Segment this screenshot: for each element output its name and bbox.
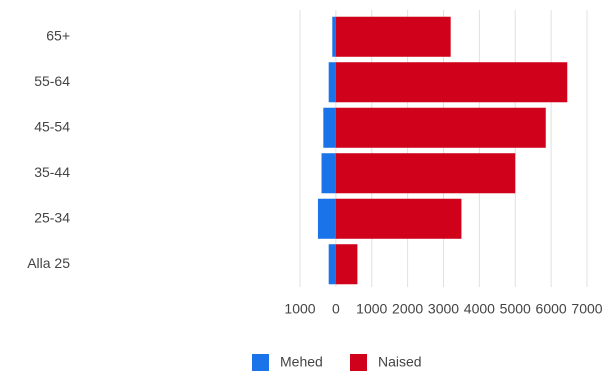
x-tick-label: 2000	[392, 301, 423, 317]
bar	[328, 244, 336, 285]
x-tick-label: 1000	[284, 301, 315, 317]
x-tick-label: 6000	[536, 301, 567, 317]
bar	[332, 16, 336, 57]
bar	[321, 153, 336, 194]
y-tick-label: 35-44	[34, 164, 70, 180]
bar	[335, 244, 358, 285]
legend-swatch	[252, 354, 269, 371]
x-tick-label: 7000	[571, 301, 602, 317]
y-tick-label: 65+	[46, 27, 70, 43]
x-tick-label: 1000	[356, 301, 387, 317]
x-tick-label: 0	[332, 301, 340, 317]
y-tick-label: 25-34	[34, 209, 70, 225]
bar	[328, 62, 336, 103]
bar	[335, 153, 516, 194]
y-tick-label: Alla 25	[27, 255, 70, 271]
x-tick-label: 4000	[464, 301, 495, 317]
y-tick-label: 55-64	[34, 73, 70, 89]
bar	[335, 107, 546, 148]
bar	[317, 198, 336, 239]
x-tick-label: 5000	[500, 301, 531, 317]
bar	[335, 16, 451, 57]
legend-label: Mehed	[280, 354, 323, 370]
bar	[335, 198, 462, 239]
legend-label: Naised	[378, 354, 422, 370]
y-tick-label: 45-54	[34, 118, 70, 134]
bar	[335, 62, 568, 103]
legend-swatch	[350, 354, 367, 371]
x-tick-label: 3000	[428, 301, 459, 317]
bar	[323, 107, 336, 148]
